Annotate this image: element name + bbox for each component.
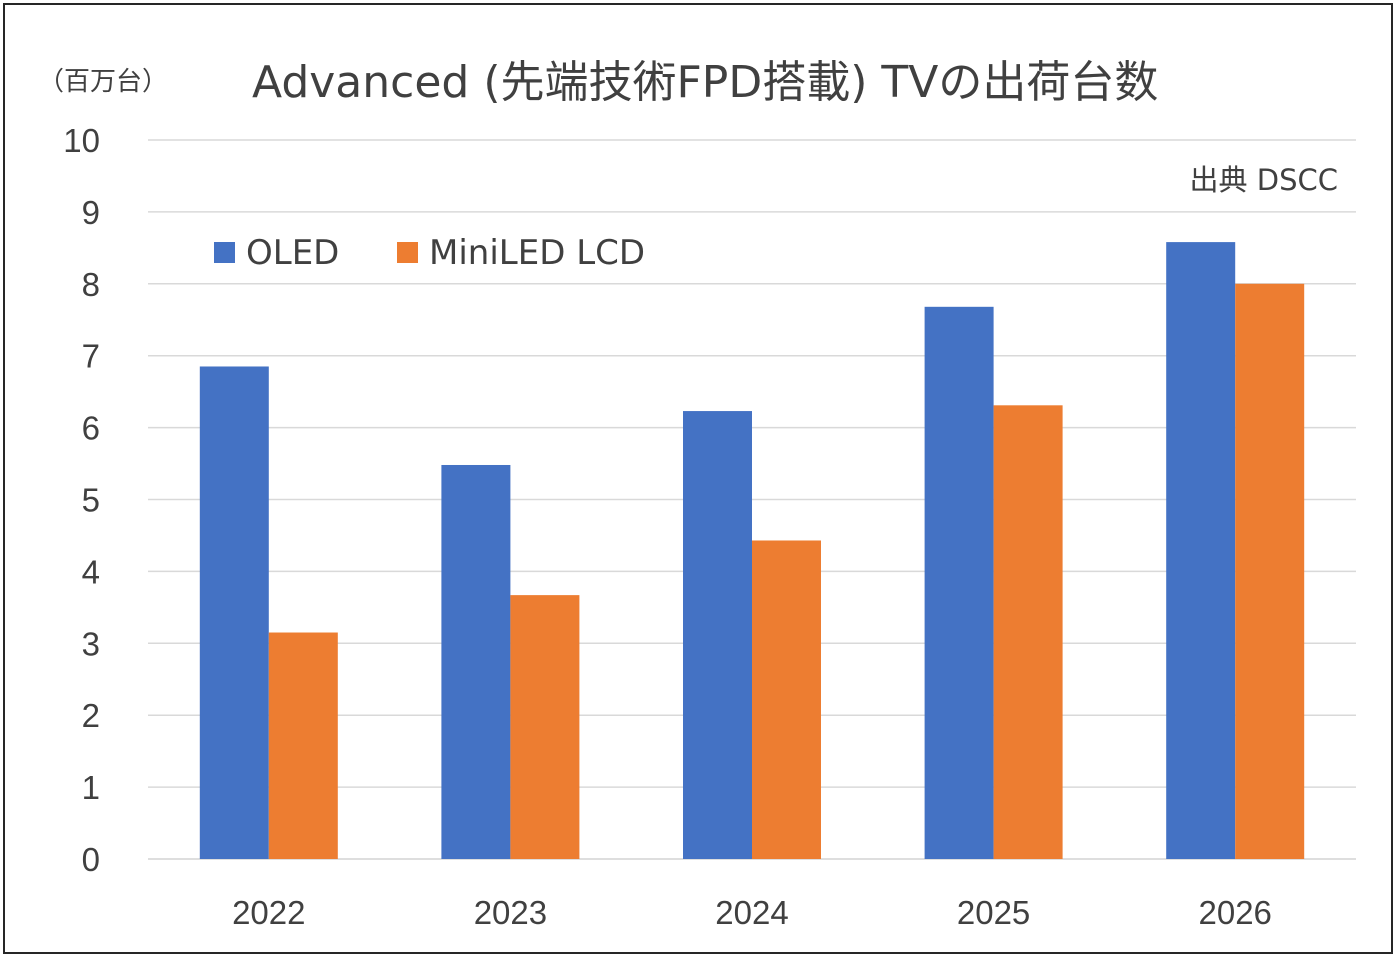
- y-tick-label: 3: [82, 625, 100, 662]
- y-tick-label: 2: [82, 697, 100, 734]
- legend-label-oled: OLED: [246, 233, 339, 273]
- legend-swatch-miniled-lcd: [397, 242, 418, 263]
- unit-label: （百万台）: [38, 67, 168, 97]
- y-tick-label: 1: [82, 769, 100, 806]
- x-tick-label: 2023: [474, 894, 547, 931]
- legend-swatch-oled: [214, 242, 235, 263]
- bar-oled-2025: [924, 306, 994, 860]
- y-tick-label: 8: [82, 266, 100, 303]
- bar-miniled-lcd-2026: [1235, 283, 1305, 859]
- y-tick-label: 6: [82, 410, 100, 447]
- bar-miniled-lcd-2023: [510, 595, 580, 859]
- x-axis-ticks: 2022 2023 2024 2025 2026: [232, 894, 1272, 931]
- bar-oled-2023: [441, 464, 511, 859]
- bar-miniled-lcd-2025: [993, 405, 1063, 859]
- y-tick-label: 7: [82, 338, 100, 375]
- y-tick-label: 9: [82, 194, 100, 231]
- y-tick-label: 4: [82, 553, 100, 590]
- x-tick-label: 2025: [957, 894, 1030, 931]
- y-tick-label: 10: [63, 122, 100, 159]
- legend-label-miniled-lcd: MiniLED LCD: [429, 233, 645, 273]
- y-axis-ticks: 0 1 2 3 4 5 6 7 8 9 10: [63, 122, 100, 878]
- y-tick-label: 5: [82, 482, 100, 519]
- y-tick-label: 0: [82, 841, 100, 878]
- x-tick-label: 2022: [232, 894, 305, 931]
- bar-oled-2024: [683, 411, 752, 859]
- chart-title: Advanced (先端技術FPD搭載) TVの出荷台数: [252, 57, 1158, 108]
- bar-miniled-lcd-2024: [752, 540, 821, 859]
- bars: [199, 242, 1305, 860]
- gridlines: [148, 139, 1356, 860]
- legend: OLED MiniLED LCD: [214, 233, 645, 273]
- bar-miniled-lcd-2022: [268, 632, 338, 859]
- bar-oled-2022: [199, 366, 269, 859]
- x-tick-label: 2024: [715, 894, 788, 931]
- x-tick-label: 2026: [1198, 894, 1271, 931]
- source-label: 出典 DSCC: [1190, 163, 1338, 197]
- bar-oled-2026: [1166, 242, 1236, 859]
